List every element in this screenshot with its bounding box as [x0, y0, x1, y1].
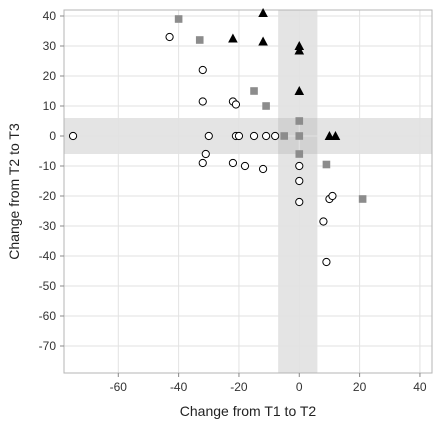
square-point	[358, 195, 367, 203]
square-point	[322, 160, 331, 169]
circle-point	[295, 176, 304, 186]
circle-point	[271, 131, 280, 141]
circle-point	[228, 158, 238, 168]
square-point	[250, 87, 258, 95]
circle-point	[322, 257, 331, 267]
circle-point	[234, 131, 244, 141]
plot-frame	[63, 9, 433, 374]
circle-point	[198, 65, 207, 75]
square-point	[295, 150, 304, 158]
y-tick-label: -60	[39, 309, 57, 323]
circle-point	[68, 131, 78, 141]
x-tick-label: -40	[170, 380, 188, 394]
circle-point	[261, 131, 271, 141]
triangle-point	[294, 45, 305, 55]
circle-point	[295, 197, 304, 207]
square-point	[295, 132, 304, 140]
circle-point	[328, 191, 337, 201]
circle-point	[198, 158, 207, 168]
circle-point	[231, 100, 241, 109]
circle-point	[258, 164, 268, 174]
square-point	[174, 15, 183, 23]
x-tick-label: -20	[230, 380, 248, 394]
y-tick-label: -10	[39, 159, 57, 173]
y-tick-label: 30	[43, 39, 57, 53]
y-tick-label: -70	[39, 339, 57, 353]
data-points	[68, 8, 367, 267]
x-tick-label: 40	[413, 380, 427, 394]
y-tick-label: 40	[43, 9, 57, 23]
square-point	[195, 36, 204, 44]
y-tick-label: -30	[39, 219, 57, 233]
circle-point	[204, 131, 213, 141]
square-point	[295, 117, 304, 125]
circle-point	[295, 161, 304, 171]
circle-point	[198, 97, 207, 106]
triangle-point	[330, 131, 341, 140]
y-tick-label: 0	[49, 129, 56, 143]
x-tick-label: 0	[296, 380, 303, 394]
grid-lines	[64, 10, 432, 373]
triangle-point	[228, 33, 238, 43]
y-tick-label: -20	[39, 189, 57, 203]
y-tick-label: 10	[43, 99, 57, 113]
y-axis-title: Change from T2 to T3	[6, 123, 22, 260]
square-point	[262, 102, 270, 110]
vertical-band	[278, 10, 318, 373]
circle-point	[240, 161, 250, 171]
circle-point	[201, 149, 210, 159]
triangle-point	[324, 131, 335, 140]
circle-point	[319, 217, 328, 226]
circle-point	[165, 32, 174, 42]
triangle-point	[258, 8, 268, 17]
y-tick-label: -50	[39, 279, 57, 293]
x-axis-title: Change from T1 to T2	[180, 403, 317, 419]
circle-point	[249, 131, 259, 141]
y-tick-label: -40	[39, 249, 57, 263]
shaded-bands	[64, 10, 432, 373]
triangle-point	[258, 36, 268, 46]
x-axis-tick-labels: -60 -40 -20 0 20 40	[110, 373, 427, 394]
y-tick-label: 20	[43, 69, 57, 83]
square-point	[280, 132, 288, 140]
x-tick-label: -60	[110, 380, 128, 394]
x-tick-label: 20	[353, 380, 367, 394]
triangle-point	[294, 86, 305, 95]
y-axis-tick-labels: 40 30 20 10 0 -10 -20 -30 -40 -50 -60 -70	[39, 9, 64, 353]
